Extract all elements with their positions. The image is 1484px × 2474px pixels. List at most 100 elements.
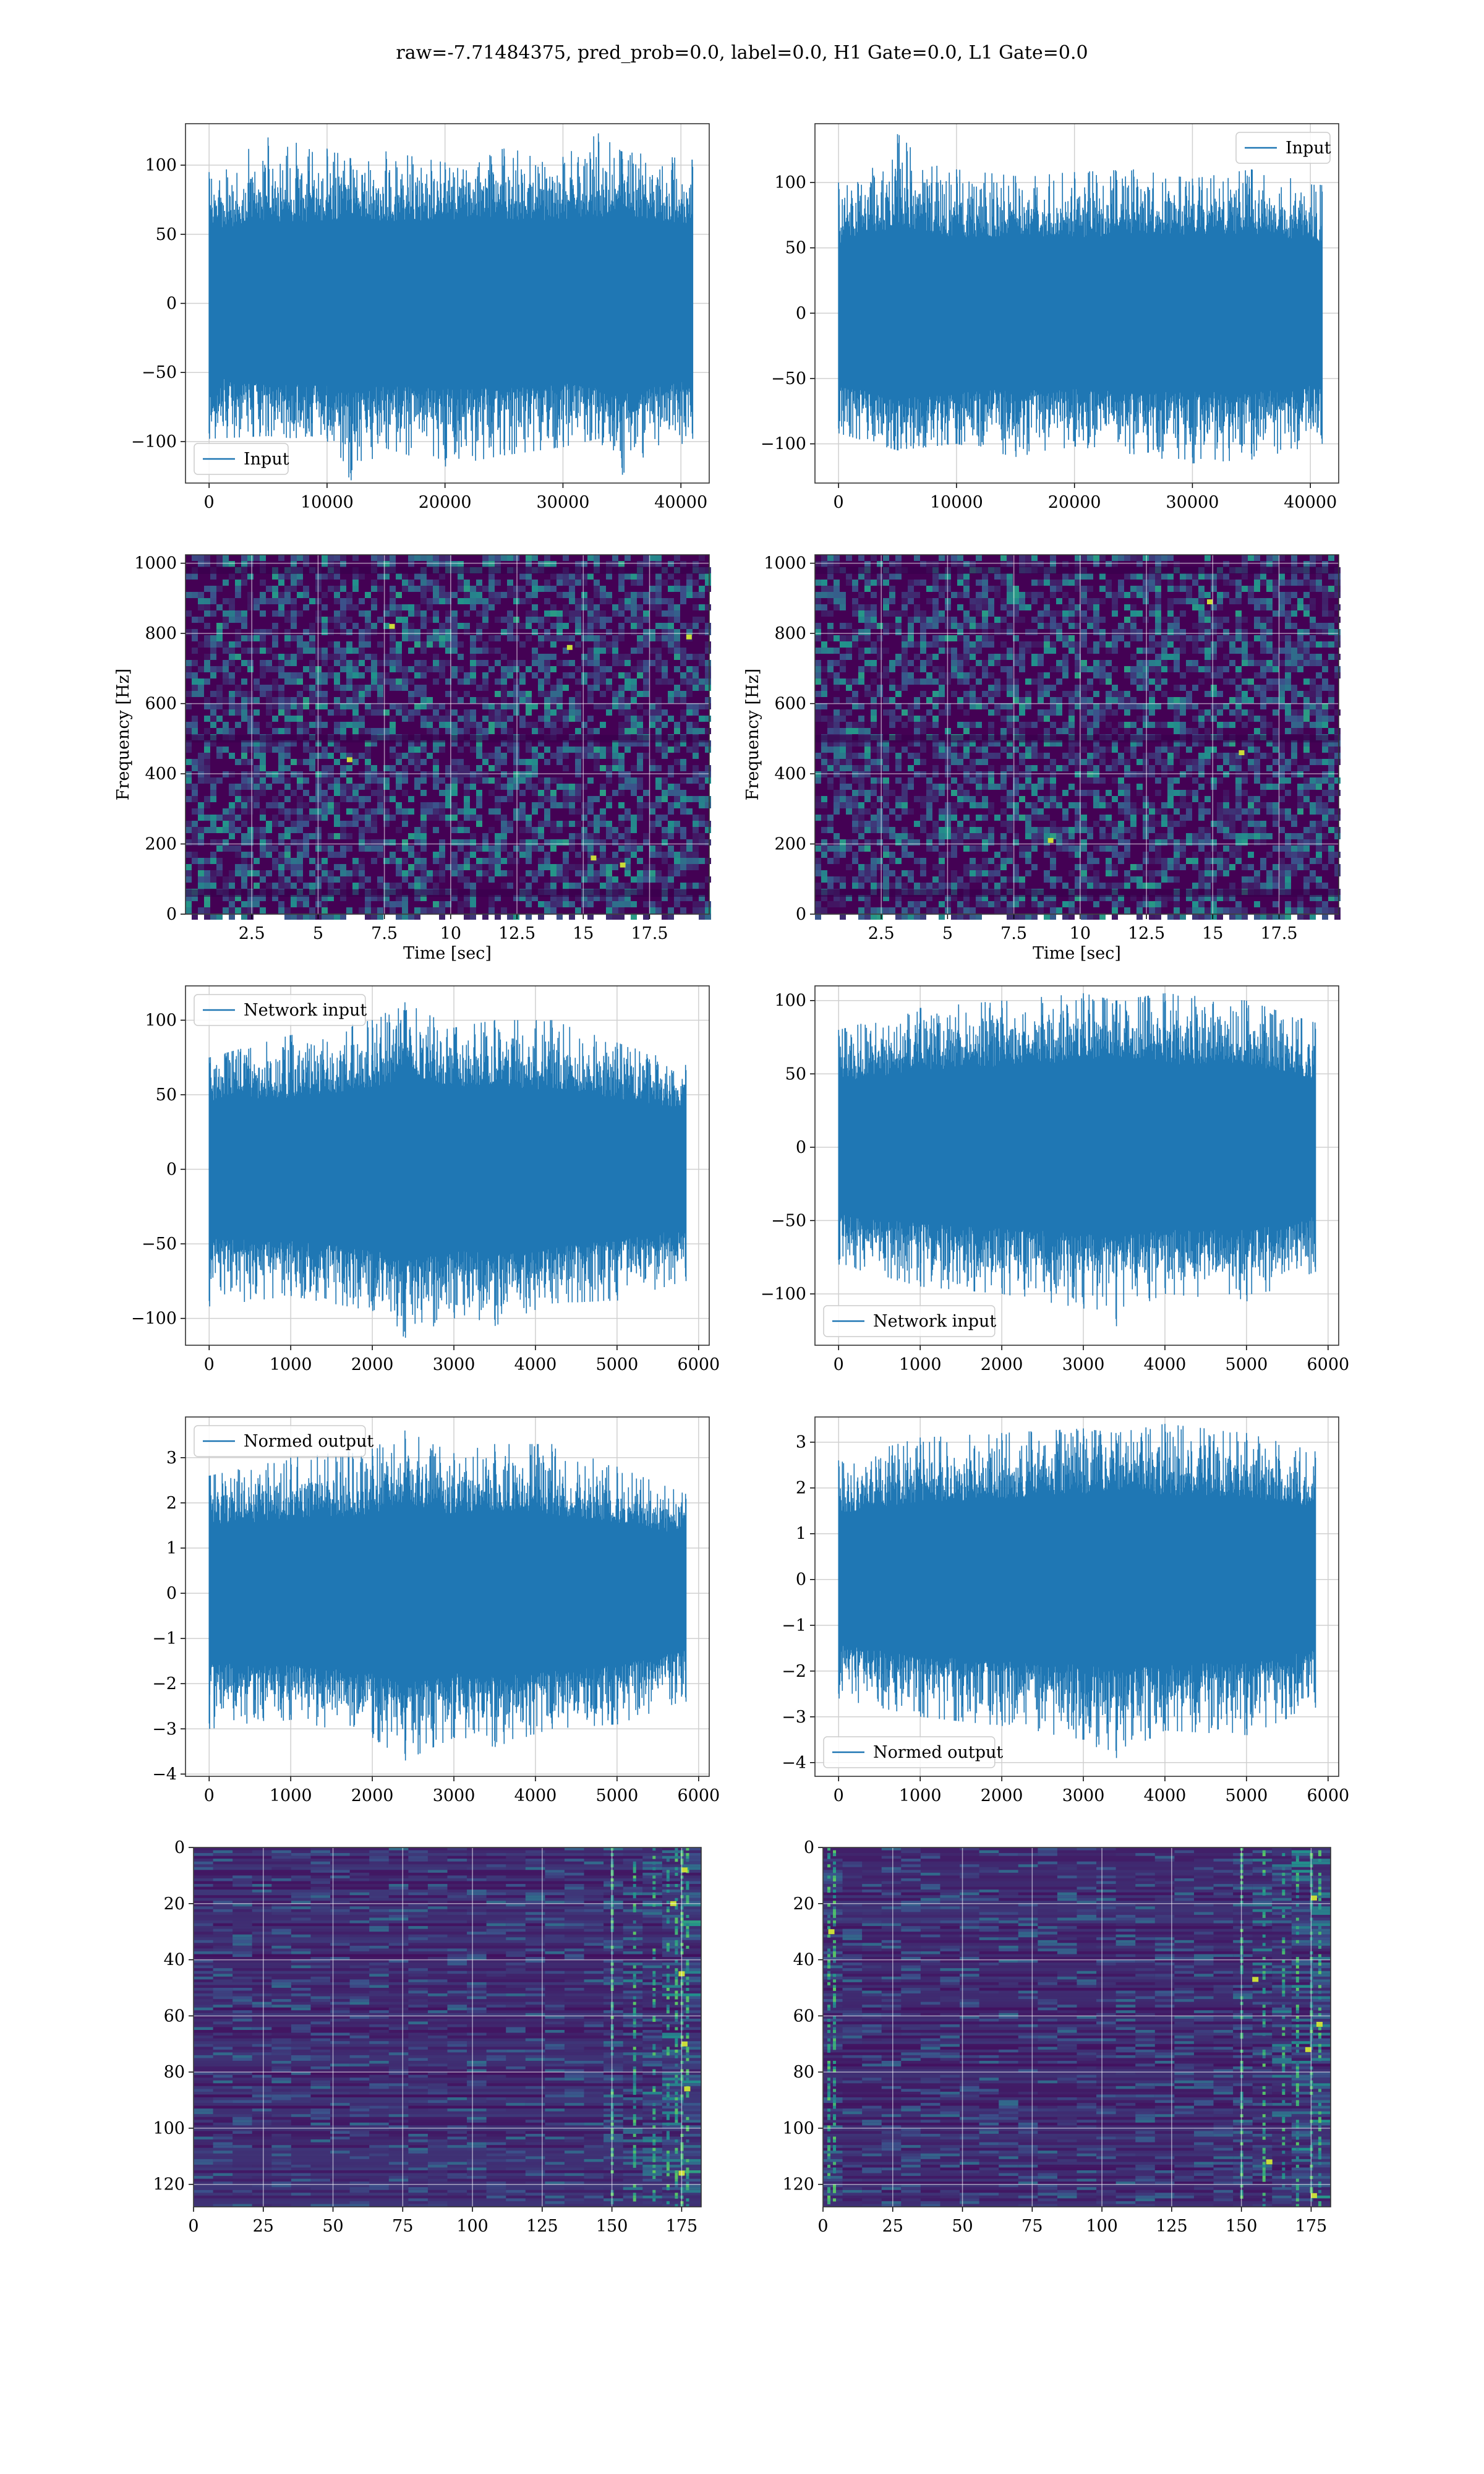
heatmap-cell: [587, 629, 594, 635]
heatmap-cell: [926, 586, 932, 592]
heatmap-cell: [495, 765, 501, 771]
heatmap-cell: [1093, 716, 1099, 722]
heatmap-cell: [1322, 771, 1328, 777]
heatmap-cell: [1211, 629, 1217, 635]
heatmap-cell: [210, 635, 216, 641]
heatmap-cell: [1235, 784, 1242, 790]
heatmap-cell: [686, 629, 693, 635]
heatmap-cell: [365, 796, 371, 802]
heatmap-cell: [699, 660, 705, 666]
heatmap-cell: [1260, 728, 1266, 734]
heatmap-cell: [291, 771, 297, 777]
heatmap-cell: [328, 666, 334, 672]
heatmap-cell: [284, 672, 291, 678]
heatmap-cell: [932, 610, 939, 617]
heatmap-cell: [433, 617, 439, 623]
heatmap-cell: [674, 722, 680, 728]
heatmap-cell: [266, 740, 272, 747]
heatmap-cell: [204, 641, 210, 648]
heatmap-cell: [932, 796, 939, 802]
heatmap-cell: [254, 790, 260, 796]
heatmap-cell: [1099, 555, 1106, 561]
heatmap-cell: [1260, 635, 1266, 641]
heatmap-cell: [674, 697, 680, 703]
heatmap-cell: [581, 604, 587, 610]
heatmap-cell: [858, 808, 864, 815]
heatmap-cell: [618, 598, 625, 604]
heatmap-cell: [643, 635, 649, 641]
heatmap-cell: [352, 864, 359, 870]
heatmap-cell: [575, 709, 581, 716]
heatmap-cell: [352, 790, 359, 796]
heatmap-cell: [655, 586, 662, 592]
heatmap-cell: [495, 852, 501, 858]
heatmap-cell: [594, 821, 600, 827]
heatmap-cell: [883, 555, 889, 561]
heatmap-cell: [1310, 802, 1316, 808]
heatmap-cell: [668, 821, 674, 827]
heatmap-cell: [556, 901, 563, 907]
heatmap-cell: [260, 771, 266, 777]
heatmap-cell: [1322, 598, 1328, 604]
heatmap-cell: [544, 858, 550, 864]
heatmap-cell: [1075, 685, 1081, 691]
heatmap-cell: [458, 747, 464, 753]
heatmap-cell: [247, 802, 254, 808]
heatmap-cell: [427, 555, 433, 561]
heatmap-cell: [563, 821, 569, 827]
heatmap-cell: [877, 747, 883, 753]
heatmap-cell: [1075, 586, 1081, 592]
heatmap-cell: [476, 598, 482, 604]
heatmap-cell: [278, 672, 284, 678]
heatmap-cell: [297, 722, 303, 728]
heatmap-cell: [464, 827, 470, 833]
heatmap-cell: [827, 623, 834, 629]
heatmap-cell: [303, 845, 309, 852]
heatmap-cell: [1013, 635, 1019, 641]
heatmap-cell: [235, 802, 241, 808]
heatmap-cell: [1149, 610, 1155, 617]
heatmap-cell: [266, 821, 272, 827]
heatmap-cell: [445, 728, 451, 734]
heatmap-cell: [210, 722, 216, 728]
heatmap-cell: [982, 580, 988, 586]
heatmap-cell: [594, 623, 600, 629]
heatmap-hotspot: [591, 855, 597, 861]
heatmap-cell: [1273, 678, 1279, 685]
heatmap-cell: [970, 617, 976, 623]
heatmap-cell: [1068, 635, 1075, 641]
heatmap-cell: [1000, 765, 1007, 771]
heatmap-cell: [1266, 685, 1273, 691]
heatmap-cell: [284, 573, 291, 580]
heatmap-cell: [693, 833, 699, 839]
heatmap-cell: [260, 852, 266, 858]
series-line: [208, 133, 694, 481]
heatmap-cell: [587, 839, 594, 845]
heatmap-cell: [951, 672, 957, 678]
heatmap-cell: [538, 623, 544, 629]
heatmap-cell: [1118, 635, 1124, 641]
heatmap-cell: [625, 771, 631, 777]
heatmap-cell: [699, 728, 705, 734]
heatmap-cell: [328, 573, 334, 580]
axes-frame: [185, 123, 710, 484]
heatmap-cell: [309, 747, 315, 753]
heatmap-cell: [587, 864, 594, 870]
heatmap-cell: [895, 716, 902, 722]
heatmap-cell: [476, 747, 482, 753]
heatmap-cell: [260, 895, 266, 901]
heatmap-cell: [951, 747, 957, 753]
heatmap-cell: [229, 771, 235, 777]
heatmap-cell: [1266, 617, 1273, 623]
heatmap-cell: [1310, 709, 1316, 716]
heatmap-cell: [631, 691, 637, 697]
heatmap-cell: [1167, 623, 1174, 629]
heatmap-cell: [1186, 703, 1192, 709]
heatmap-cell: [1180, 703, 1186, 709]
heatmap-cell: [526, 914, 532, 920]
heatmap-cell: [513, 808, 519, 815]
heatmap-cell: [377, 678, 383, 685]
heatmap-cell: [303, 759, 309, 765]
heatmap-cell: [1198, 759, 1205, 765]
heatmap-cell: [1013, 660, 1019, 666]
